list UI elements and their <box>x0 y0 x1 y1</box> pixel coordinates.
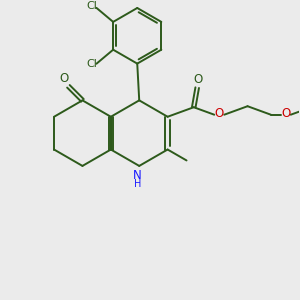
Text: O: O <box>60 72 69 85</box>
Text: H: H <box>134 179 141 189</box>
Text: Cl: Cl <box>86 59 97 69</box>
Text: O: O <box>281 107 290 120</box>
Text: Cl: Cl <box>86 1 97 11</box>
Text: N: N <box>133 169 142 182</box>
Text: O: O <box>194 73 203 86</box>
Text: O: O <box>214 107 224 120</box>
